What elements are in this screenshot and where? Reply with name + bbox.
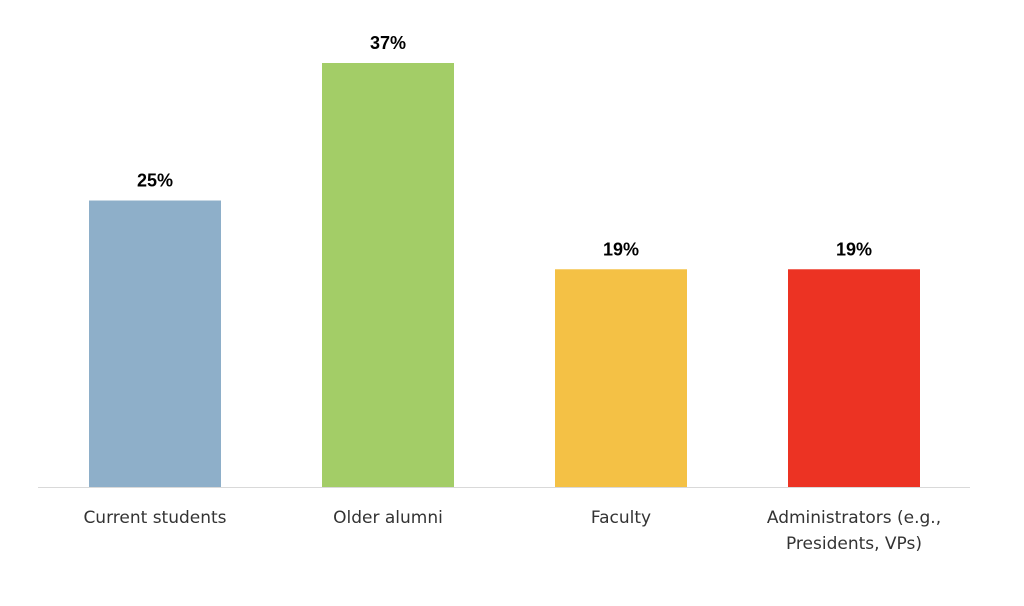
category-label-1: Older alumni	[333, 508, 443, 528]
category-labels-group: Current students Older alumni Faculty Admin…	[83, 508, 941, 554]
bar-1	[322, 63, 454, 487]
data-label-0: 25%	[137, 171, 173, 191]
data-label-2: 19%	[603, 239, 639, 259]
data-label-3: 19%	[836, 239, 872, 259]
bar-2	[555, 269, 687, 487]
value-labels-group: 25% 37% 19% 19%	[137, 33, 872, 259]
bars-group	[89, 63, 920, 487]
bar-3	[788, 269, 920, 487]
bar-0	[89, 200, 221, 487]
data-label-1: 37%	[370, 33, 406, 53]
category-label-3-line-0: Administrators (e.g.,	[767, 508, 941, 528]
category-label-3-line-1: Presidents, VPs)	[786, 534, 922, 554]
category-label-0: Current students	[83, 508, 226, 528]
category-label-2: Faculty	[591, 508, 651, 528]
